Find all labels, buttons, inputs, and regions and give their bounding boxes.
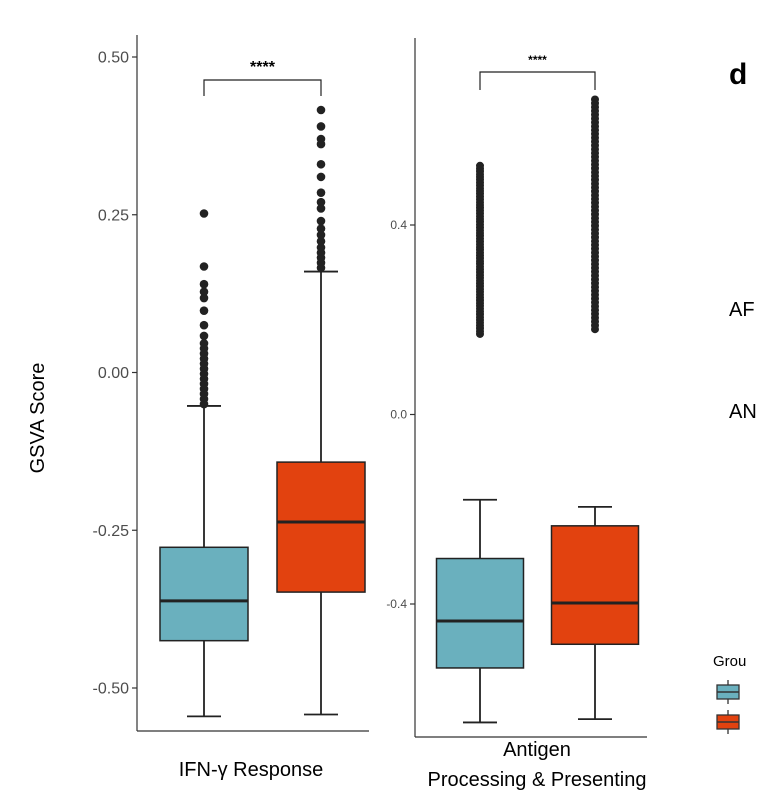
legend-title: Grou [713,653,746,670]
outlier-point [591,95,599,104]
y-tick-label: 0.50 [98,50,129,67]
outlier-point [199,209,209,218]
x-axis-label: Processing & Presenting [427,769,646,791]
outlier-point [199,279,209,289]
y-tick-label: 0.0 [390,408,407,422]
outlier-point [199,399,209,409]
outlier-point [199,320,209,330]
outlier-point [316,188,326,197]
panel-letter: d [729,58,747,91]
outlier-point [476,161,484,170]
outlier-point [316,172,326,182]
significance-label: **** [528,53,547,67]
y-tick-label: -0.50 [93,681,130,698]
outlier-point [316,204,326,213]
panel-ifn-gamma: 0.50 0.25 0.00 -0.25 -0.50 **** IFN-γ Response [93,35,369,781]
box-iqr [276,461,366,593]
x-axis-label: IFN-γ Response [179,759,324,781]
y-tick-label: -0.25 [93,523,130,540]
cropped-label-2: AN [729,401,757,423]
y-tick-label: 0.25 [98,207,129,224]
outlier-point [316,230,326,240]
significance-label: **** [250,59,276,76]
outlier-point [316,263,326,273]
outlier-point [199,306,209,315]
box-iqr [159,546,249,642]
outlier-point [316,216,326,226]
significance-bracket [203,79,322,96]
cropped-label-1: AF [729,299,755,321]
y-tick-label: 0.4 [390,218,407,232]
outlier-point [316,224,326,233]
outlier-point [199,293,209,303]
legend: Grou [713,653,746,734]
outlier-point [316,122,326,131]
outlier-point [199,331,209,341]
significance-bracket [479,71,596,90]
outlier-point [316,105,326,115]
outlier-point [316,139,326,149]
panel-antigen-processing: 0.4 0.0 -0.4 **** Antigen Processing & Presen… [386,38,647,791]
y-tick-label: -0.4 [386,597,407,611]
box-iqr [550,525,640,646]
outlier-point [316,197,326,207]
box-iqr [435,557,525,669]
outlier-point [199,287,209,297]
y-axis-label: GSVA Score [27,363,49,474]
outlier-point [316,159,326,169]
outlier-point [199,262,209,271]
outlier-point [316,236,326,246]
x-axis-label: Antigen [503,739,571,761]
y-tick-label: 0.00 [98,365,129,382]
